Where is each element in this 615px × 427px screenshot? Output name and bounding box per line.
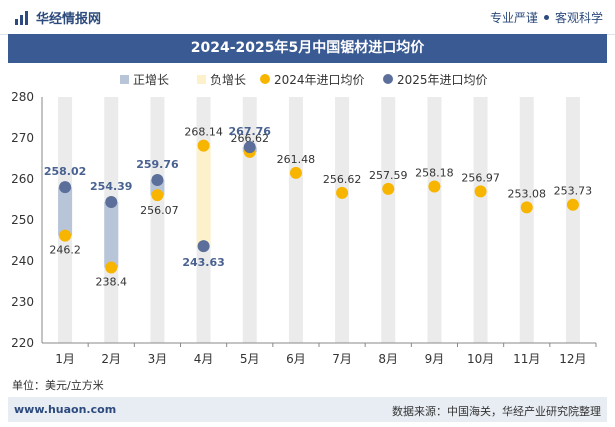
x-tick-label: 8月 xyxy=(378,352,398,366)
point-2024 xyxy=(382,182,395,195)
negative-range-bar xyxy=(196,145,211,247)
data-label-2024: 238.4 xyxy=(96,276,128,289)
title-bar: 2024-2025年5月中国锯材进口均价 xyxy=(8,34,607,63)
x-tick-label: 9月 xyxy=(425,352,445,366)
legend-marker-2025 xyxy=(383,74,393,84)
data-label-2024: 256.97 xyxy=(461,171,500,184)
footer-source: 数据来源：中国海关，华经产业研究院整理 xyxy=(392,405,601,418)
footer-site: www.huaon.com xyxy=(14,403,117,416)
x-tick-label: 12月 xyxy=(559,352,586,366)
data-label-2024: 256.62 xyxy=(323,173,362,186)
data-label-2024: 256.07 xyxy=(140,204,179,217)
unit-label: 单位：美元/立方米 xyxy=(12,379,104,392)
column-stripe xyxy=(335,97,350,343)
data-label-2024: 266.62 xyxy=(231,132,270,145)
x-tick-label: 10月 xyxy=(467,352,494,366)
y-tick-label: 240 xyxy=(11,254,34,268)
y-tick-label: 250 xyxy=(11,213,34,227)
data-label-2025: 243.63 xyxy=(182,256,224,269)
column-stripe xyxy=(150,97,165,343)
slogan-right: 客观科学 xyxy=(554,11,603,25)
x-tick-label: 3月 xyxy=(148,352,168,366)
y-tick-label: 280 xyxy=(11,90,34,104)
brand-logo: 华经情报网 xyxy=(14,8,101,27)
x-tick-label: 4月 xyxy=(194,352,214,366)
column-stripe xyxy=(519,97,534,343)
slogan-dot-icon xyxy=(543,15,549,20)
x-tick-label: 2月 xyxy=(101,352,121,366)
column-stripe xyxy=(565,97,580,343)
column-stripe xyxy=(473,97,488,343)
point-2024 xyxy=(197,139,210,152)
data-label-2025: 259.76 xyxy=(136,158,179,171)
x-tick-label: 11月 xyxy=(513,352,540,366)
point-2024 xyxy=(59,229,72,242)
x-tick-label: 5月 xyxy=(240,352,260,366)
data-label-2024: 253.73 xyxy=(554,185,593,198)
column-stripe xyxy=(427,97,442,343)
point-2024 xyxy=(428,180,441,193)
column-stripe xyxy=(288,97,303,343)
legend-marker-positive xyxy=(120,75,129,84)
column-stripe xyxy=(381,97,396,343)
point-2024 xyxy=(336,186,349,199)
point-2024 xyxy=(289,166,302,179)
chart-title: 2024-2025年5月中国锯材进口均价 xyxy=(190,40,425,56)
x-tick-label: 7月 xyxy=(332,352,352,366)
legend-label-2025: 2025年进口均价 xyxy=(397,73,488,87)
point-2024 xyxy=(566,198,579,211)
column-stripe xyxy=(242,97,257,343)
positive-range-bar xyxy=(58,187,73,236)
legend-marker-negative xyxy=(197,75,206,84)
legend-label-positive: 正增长 xyxy=(133,73,169,87)
data-label-2025: 267.76 xyxy=(229,125,272,138)
x-tick-label: 6月 xyxy=(286,352,306,366)
point-2025 xyxy=(197,240,210,253)
y-tick-label: 220 xyxy=(11,336,34,350)
data-label-2024: 246.2 xyxy=(49,244,81,257)
chart-logo-icon xyxy=(15,10,28,25)
x-tick-label: 1月 xyxy=(55,352,75,366)
point-2025 xyxy=(151,173,164,186)
y-tick-label: 270 xyxy=(11,131,34,145)
positive-range-bar xyxy=(104,202,119,268)
y-tick-label: 230 xyxy=(11,295,34,309)
point-2025 xyxy=(59,181,72,194)
point-2024 xyxy=(151,189,164,202)
legend-label-2024: 2024年进口均价 xyxy=(274,73,365,87)
data-label-2024: 257.59 xyxy=(369,169,408,182)
point-2024 xyxy=(474,185,487,198)
point-2024 xyxy=(105,261,118,274)
data-label-2024: 258.18 xyxy=(415,166,454,179)
data-label-2024: 253.08 xyxy=(508,187,547,200)
legend-label-negative: 负增长 xyxy=(210,73,246,87)
data-label-2025: 254.39 xyxy=(90,180,132,193)
footer-bar xyxy=(8,397,607,422)
legend-marker-2024 xyxy=(260,74,270,84)
point-2025 xyxy=(105,196,118,209)
data-label-2025: 258.02 xyxy=(44,165,86,178)
point-2024 xyxy=(520,201,533,214)
slogan: 专业严谨 客观科学 xyxy=(490,9,603,26)
point-2025 xyxy=(243,141,256,154)
brand-name: 华经情报网 xyxy=(36,12,102,27)
data-label-2024: 261.48 xyxy=(277,153,316,166)
data-label-2024: 268.14 xyxy=(184,126,223,139)
y-tick-label: 260 xyxy=(11,172,34,186)
slogan-left: 专业严谨 xyxy=(489,11,538,25)
